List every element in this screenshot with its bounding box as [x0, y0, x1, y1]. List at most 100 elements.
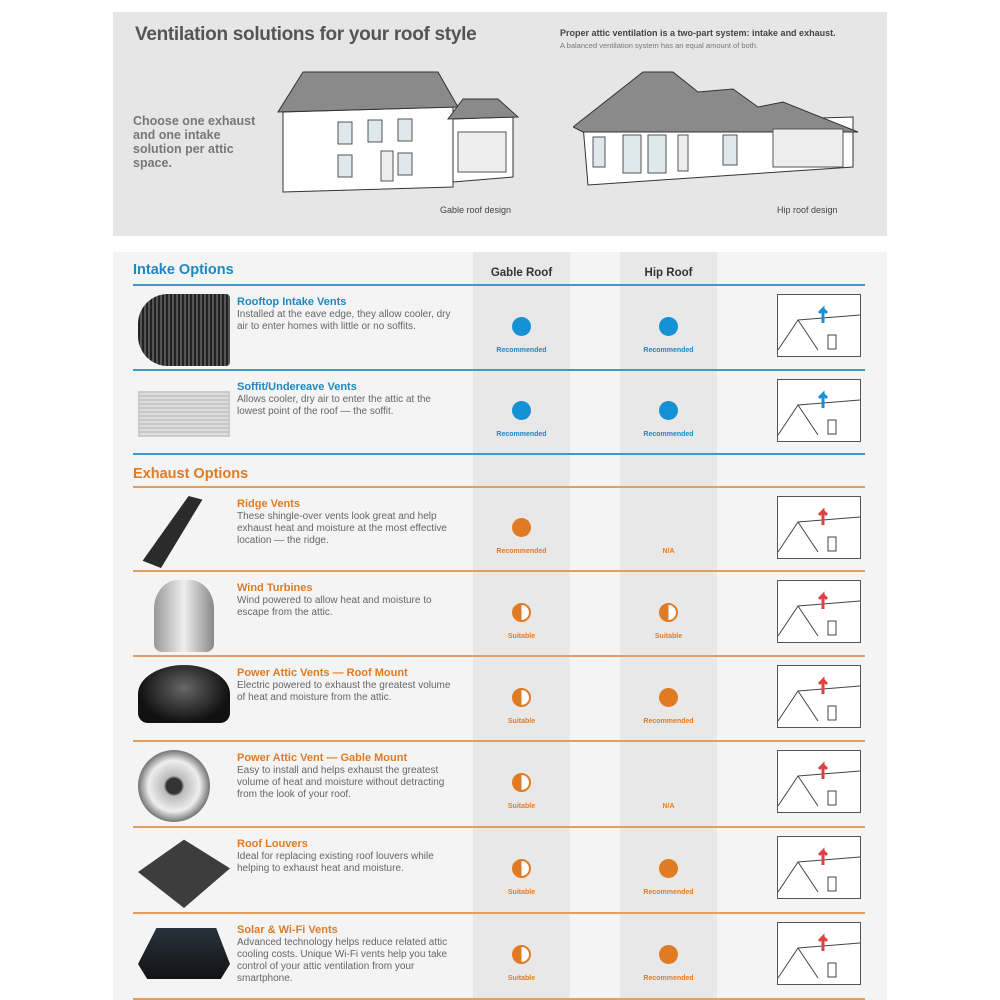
divider — [133, 912, 865, 914]
suitable-half-dot-icon — [512, 945, 531, 964]
option-description: Installed at the eave edge, they allow c… — [237, 309, 451, 332]
option-title: Power Attic Vents — Roof Mount — [237, 667, 408, 679]
house-airflow-icon — [777, 591, 861, 637]
hip-rating-label: N/A — [662, 803, 675, 810]
ventilation-diagram — [777, 379, 861, 442]
hip-rating: Recommended — [620, 688, 717, 725]
exhaust-option-row: Wind Turbines Wind powered to allow heat … — [113, 570, 887, 655]
soffit-vent-image — [138, 391, 230, 437]
gable-rating-label: Suitable — [507, 633, 536, 640]
option-title: Power Attic Vent — Gable Mount — [237, 752, 408, 764]
gable-rating-label: Suitable — [507, 889, 536, 896]
option-title: Solar & Wi-Fi Vents — [237, 924, 338, 936]
rooftop-intake-vent-image — [138, 294, 230, 366]
gable-rating: Suitable — [473, 688, 570, 725]
gable-rating: Suitable — [473, 859, 570, 896]
exhaust-option-text: Power Attic Vent — Gable Mount Easy to in… — [237, 752, 452, 801]
gable-rating-label: Suitable — [507, 975, 536, 982]
hip-rating: Recommended — [620, 945, 717, 982]
hip-rating-label: Suitable — [654, 633, 683, 640]
house-airflow-icon — [777, 305, 861, 351]
hip-rating-label: Recommended — [643, 718, 694, 725]
exhaust-option-text: Ridge Vents These shingle-over vents look… — [237, 498, 452, 547]
house-airflow-icon — [777, 847, 861, 893]
hip-rating: Recommended — [620, 859, 717, 896]
intake-option-text: Rooftop Intake Vents Installed at the eav… — [237, 296, 452, 333]
gable-rating: Suitable — [473, 773, 570, 810]
exhaust-option-row: Roof Louvers Ideal for replacing existing… — [113, 826, 887, 912]
divider — [133, 998, 865, 1000]
gable-rating-label: Suitable — [507, 803, 536, 810]
system-note: Proper attic ventilation is a two-part s… — [560, 28, 836, 38]
hip-rating: N/A — [620, 518, 717, 555]
ventilation-diagram — [777, 294, 861, 357]
divider — [133, 826, 865, 828]
hip-rating-label: Recommended — [643, 347, 694, 354]
exhaust-options-heading: Exhaust Options — [133, 466, 249, 482]
recommended-dot-icon — [659, 401, 678, 420]
page-title: Ventilation solutions for your roof styl… — [135, 24, 477, 45]
hip-rating-label: Recommended — [643, 889, 694, 896]
house-airflow-icon — [777, 390, 861, 436]
exhaust-option-text: Roof Louvers Ideal for replacing existing… — [237, 838, 452, 875]
gable-rating: Recommended — [473, 317, 570, 354]
exhaust-option-text: Wind Turbines Wind powered to allow heat … — [237, 582, 452, 619]
gable-mount-fan-image — [138, 750, 210, 822]
option-description: Easy to install and helps exhaust the gr… — [237, 765, 445, 800]
recommended-dot-icon — [512, 317, 531, 336]
exhaust-option-text: Power Attic Vents — Roof Mount Electric p… — [237, 667, 452, 704]
intake-option-row: Soffit/Undereave Vents Allows cooler, dry… — [113, 369, 887, 453]
roof-louver-image — [138, 839, 230, 908]
gable-caption: Gable roof design — [440, 205, 512, 215]
divider — [133, 453, 865, 455]
hip-rating-label: Recommended — [643, 431, 694, 438]
hip-rating-label: N/A — [662, 548, 675, 555]
exhaust-option-row: Power Attic Vent — Gable Mount Easy to in… — [113, 740, 887, 826]
suitable-half-dot-icon — [512, 688, 531, 707]
ventilation-diagram — [777, 750, 861, 813]
intake-option-text: Soffit/Undereave Vents Allows cooler, dry… — [237, 381, 452, 418]
recommended-dot-icon — [659, 859, 678, 878]
intake-options-heading: Intake Options — [133, 262, 234, 278]
ventilation-diagram — [777, 836, 861, 899]
house-airflow-icon — [777, 761, 861, 807]
house-airflow-icon — [777, 507, 861, 553]
house-airflow-icon — [777, 676, 861, 722]
option-title: Ridge Vents — [237, 498, 300, 510]
options-table: Gable Roof Hip Roof Intake Options Exhau… — [113, 252, 887, 1000]
intake-option-row: Rooftop Intake Vents Installed at the eav… — [113, 284, 887, 369]
option-description: Ideal for replacing existing roof louver… — [237, 851, 434, 874]
ventilation-diagram — [777, 922, 861, 985]
hip-house-illustration — [573, 71, 859, 186]
balanced-note: A balanced ventilation system has an equ… — [560, 41, 759, 50]
divider — [133, 284, 865, 286]
exhaust-option-row: Solar & Wi-Fi Vents Advanced technology h… — [113, 912, 887, 998]
option-title: Soffit/Undereave Vents — [237, 381, 357, 393]
hip-rating: Recommended — [620, 401, 717, 438]
choose-instruction: Choose one exhaust and one intake soluti… — [133, 114, 256, 170]
gable-rating: Suitable — [473, 603, 570, 640]
option-description: Allows cooler, dry air to enter the atti… — [237, 394, 431, 417]
recommended-dot-icon — [659, 317, 678, 336]
suitable-half-dot-icon — [659, 603, 678, 622]
exhaust-option-row: Ridge Vents These shingle-over vents look… — [113, 486, 887, 570]
option-description: These shingle-over vents look great and … — [237, 511, 447, 546]
ventilation-diagram — [777, 580, 861, 643]
divider — [133, 486, 865, 488]
suitable-half-dot-icon — [512, 603, 531, 622]
gable-rating-label: Suitable — [507, 718, 536, 725]
solar-vent-image — [138, 928, 230, 979]
exhaust-option-text: Solar & Wi-Fi Vents Advanced technology h… — [237, 924, 452, 985]
roof-style-banner: Ventilation solutions for your roof styl… — [113, 12, 887, 236]
option-title: Roof Louvers — [237, 838, 308, 850]
gable-rating-label: Recommended — [496, 347, 547, 354]
roof-mount-vent-image — [138, 665, 230, 723]
gable-roof-header: Gable Roof — [490, 267, 553, 279]
divider — [133, 740, 865, 742]
recommended-dot-icon — [512, 401, 531, 420]
divider — [133, 655, 865, 657]
recommended-dot-icon — [659, 945, 678, 964]
gable-rating: Suitable — [473, 945, 570, 982]
hip-caption: Hip roof design — [777, 205, 838, 215]
hip-rating-label: Recommended — [643, 975, 694, 982]
